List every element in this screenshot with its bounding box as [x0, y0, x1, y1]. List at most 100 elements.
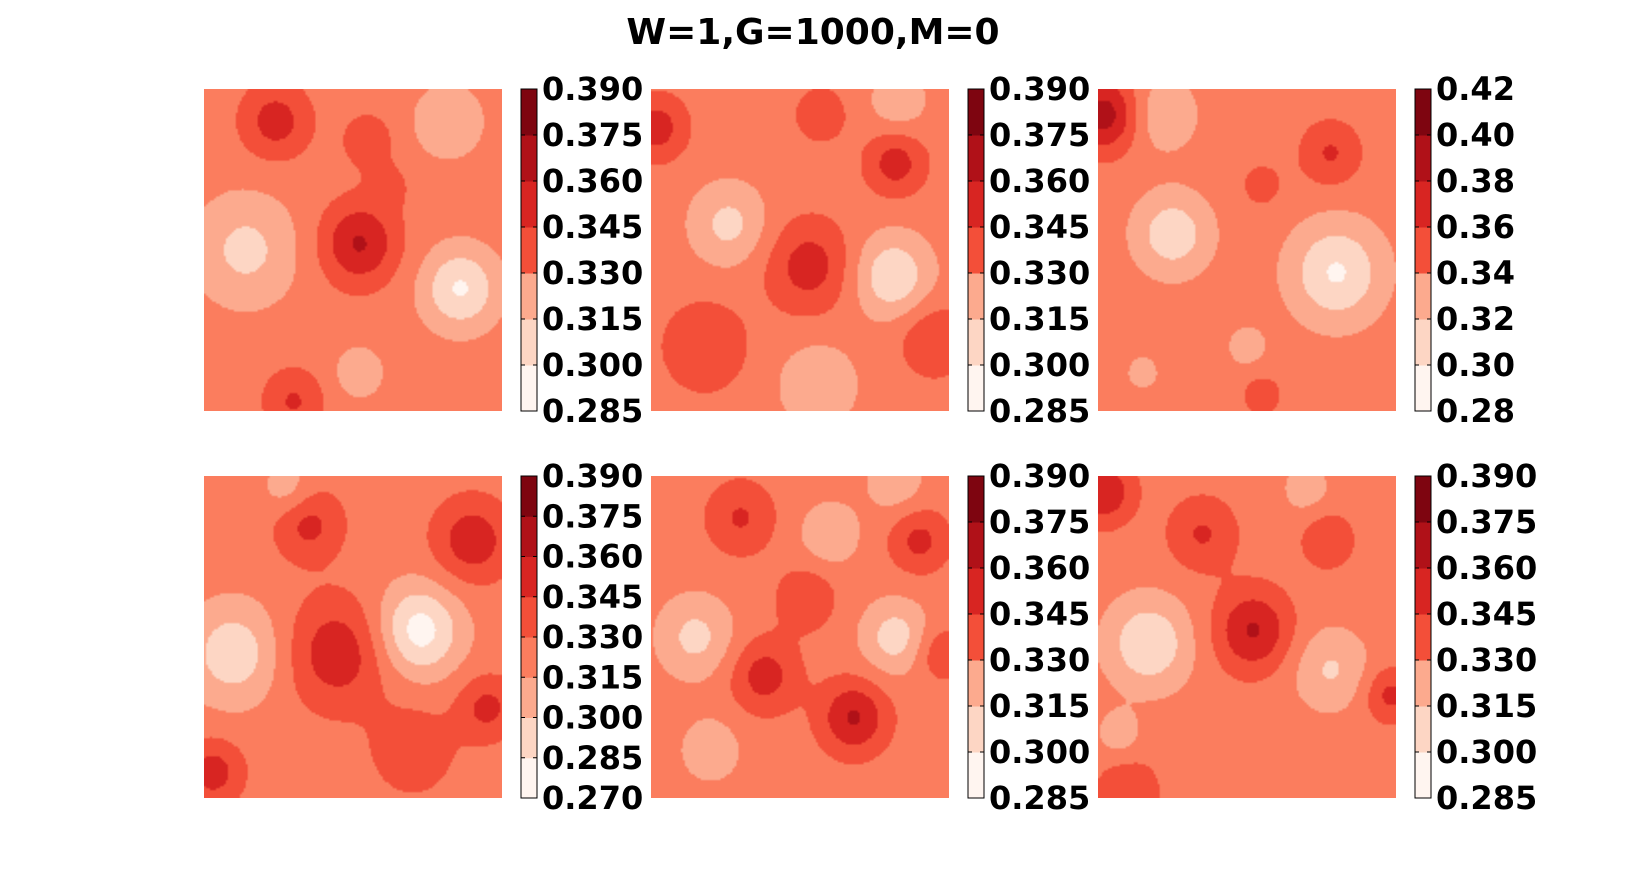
colorbar-tick-label: 0.36 [1436, 208, 1515, 246]
colorbar: 0.3900.3750.3600.3450.3300.3150.3000.285… [520, 457, 643, 817]
colorbar-band [521, 677, 537, 718]
colorbar: 0.42 0.40 0.38 0.36 0.34 0.32 0.30 0.28 [1414, 70, 1515, 430]
colorbar-tick-label: 0.315 [989, 300, 1090, 338]
colorbar-band [521, 757, 537, 799]
colorbar-tick-label: 0.360 [989, 549, 1090, 587]
colorbar-band [968, 319, 984, 366]
colorbar-tick-label: 0.315 [542, 658, 643, 696]
chart-title: W=1,G=1000,M=0 [626, 12, 999, 53]
panels: 0.3900.3750.3600.3450.3300.3150.3000.285… [204, 70, 1537, 817]
colorbar-band [521, 89, 537, 136]
contour-map [651, 476, 949, 798]
colorbar-band [521, 516, 537, 557]
contour-map [1098, 89, 1396, 411]
colorbar-band [521, 596, 537, 638]
colorbar-tick-label: 0.285 [989, 779, 1090, 817]
colorbar: 0.390 0.375 0.360 0.345 0.330 0.315 0.300 0.285 [967, 70, 1090, 430]
colorbar-band [1415, 89, 1431, 136]
colorbar-band [968, 89, 984, 136]
colorbar-tick-label: 0.300 [1436, 733, 1537, 771]
colorbar-tick-label: 0.270 [542, 779, 643, 817]
colorbar-band [968, 660, 984, 707]
colorbar-tick-label: 0.315 [542, 300, 643, 338]
colorbar-band [968, 476, 984, 523]
colorbar-tick-label: 0.300 [542, 346, 643, 384]
colorbar-tick-label: 0.375 [542, 116, 643, 154]
colorbar-band [968, 135, 984, 182]
colorbar-tick-label: 0.42 [1436, 70, 1515, 108]
contour-panel-1: 0.390 0.375 0.360 0.345 0.330 0.315 0.300 0.285 [204, 70, 643, 430]
colorbar-tick-label: 0.40 [1436, 116, 1515, 154]
colorbar-band [1415, 614, 1431, 661]
colorbar-tick-label: 0.360 [1436, 549, 1537, 587]
colorbar-tick-label: 0.345 [989, 595, 1090, 633]
colorbar-tick-label: 0.390 [989, 457, 1090, 495]
colorbar-tick-label: 0.360 [542, 538, 643, 576]
contour-panel-5: 0.390 0.375 0.360 0.345 0.330 0.315 0.300 0.285 [651, 457, 1090, 817]
colorbar-tick-label: 0.30 [1436, 346, 1515, 384]
colorbar-band [1415, 135, 1431, 182]
colorbar-band [521, 556, 537, 598]
colorbar-tick-label: 0.285 [1436, 779, 1537, 817]
colorbar-tick-label: 0.360 [542, 162, 643, 200]
colorbar-tick-label: 0.345 [542, 208, 643, 246]
colorbar-band [968, 181, 984, 228]
colorbar-tick-label: 0.300 [989, 733, 1090, 771]
colorbar-tick-label: 0.330 [989, 641, 1090, 679]
colorbar-band [968, 614, 984, 661]
colorbar-frame [967, 88, 985, 412]
colorbar-tick-label: 0.330 [1436, 641, 1537, 679]
colorbar-tick-label: 0.315 [989, 687, 1090, 725]
colorbar-tick-label: 0.390 [989, 70, 1090, 108]
colorbar-band [521, 227, 537, 274]
colorbar-band [968, 522, 984, 569]
colorbar-band [1415, 522, 1431, 569]
colorbar-tick-label: 0.390 [542, 457, 643, 495]
colorbar-band [521, 637, 537, 678]
contour-panel-6: 0.390 0.375 0.360 0.345 0.330 0.315 0.300 0.285 [1098, 457, 1537, 817]
contour-panel-3: 0.42 0.40 0.38 0.36 0.34 0.32 0.30 0.28 [1098, 70, 1515, 430]
colorbar-tick-label: 0.330 [989, 254, 1090, 292]
colorbar-band [1415, 660, 1431, 707]
colorbar-tick-label: 0.330 [542, 254, 643, 292]
contour-map [651, 89, 949, 411]
colorbar-tick-label: 0.28 [1436, 392, 1515, 430]
colorbar-band [521, 135, 537, 182]
contour-map [204, 89, 502, 411]
colorbar-tick-label: 0.375 [542, 497, 643, 535]
colorbar-band [1415, 568, 1431, 615]
colorbar-tick-label: 0.375 [989, 116, 1090, 154]
contour-map [204, 476, 502, 798]
colorbar-tick-label: 0.390 [1436, 457, 1537, 495]
colorbar-band [521, 717, 537, 759]
colorbar-tick-label: 0.360 [989, 162, 1090, 200]
colorbar-tick-label: 0.38 [1436, 162, 1515, 200]
colorbar-tick-label: 0.390 [542, 70, 643, 108]
colorbar-tick-label: 0.285 [542, 392, 643, 430]
colorbar-tick-label: 0.345 [1436, 595, 1537, 633]
colorbar-band [1415, 181, 1431, 228]
colorbar-tick-label: 0.345 [989, 208, 1090, 246]
colorbar-band [521, 319, 537, 366]
colorbar-tick-label: 0.300 [542, 699, 643, 737]
colorbar-band [968, 752, 984, 799]
colorbar-frame [1414, 475, 1432, 799]
colorbar-band [1415, 365, 1431, 412]
colorbar-tick-label: 0.32 [1436, 300, 1515, 338]
colorbar-tick-label: 0.330 [542, 618, 643, 656]
colorbar-band [1415, 752, 1431, 799]
colorbar-frame [520, 88, 538, 412]
colorbar: 0.390 0.375 0.360 0.345 0.330 0.315 0.300 0.285 [967, 457, 1090, 817]
colorbar-frame [967, 475, 985, 799]
contour-map [1098, 476, 1396, 798]
colorbar-tick-label: 0.345 [542, 578, 643, 616]
colorbar-tick-label: 0.375 [989, 503, 1090, 541]
colorbar-band [1415, 476, 1431, 523]
colorbar-tick-label: 0.285 [989, 392, 1090, 430]
colorbar-band [1415, 319, 1431, 366]
colorbar-band [968, 568, 984, 615]
contour-panel-4: 0.3900.3750.3600.3450.3300.3150.3000.285… [204, 457, 643, 817]
colorbar-tick-label: 0.375 [1436, 503, 1537, 541]
colorbar-band [521, 273, 537, 320]
